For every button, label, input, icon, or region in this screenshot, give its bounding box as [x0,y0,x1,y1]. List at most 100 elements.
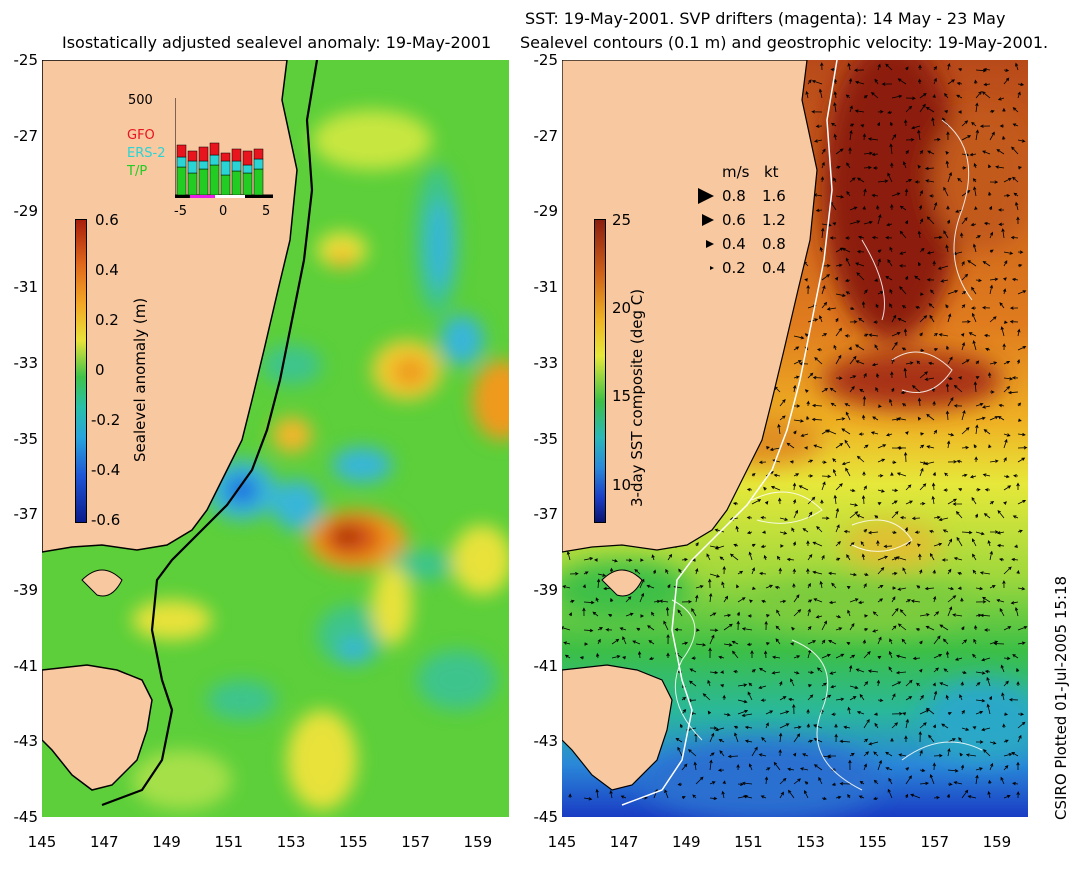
velocity-vector [947,538,952,547]
velocity-vector [972,553,977,561]
velocity-vector [933,429,938,435]
velocity-vector [619,627,627,631]
inset-ymax-label: 500 [128,93,153,108]
velocity-vector [691,608,697,617]
y-tick-label: -43 [533,732,559,751]
velocity-vector [891,681,902,687]
velocity-vector [969,475,977,479]
velocity-vector [858,795,865,799]
inset-bar [253,148,264,160]
velocity-vector [719,750,725,757]
velocity-vector [863,572,869,577]
velocity-vector [804,333,809,337]
velocity-vector [984,628,990,632]
velocity-vector [1015,201,1019,211]
velocity-vector [849,129,853,141]
velocity-vector [933,137,941,142]
tasmania-land-right [562,664,673,791]
velocity-vector [933,667,939,673]
velocity-vector [961,670,967,675]
velocity-vector [720,684,725,688]
velocity-vector [998,222,1005,226]
velocity-vector [927,150,935,155]
velocity-vector [956,81,963,86]
velocity-vector [918,731,922,743]
velocity-vector [807,372,814,379]
velocity-kt-value: 0.8 [762,235,786,253]
velocity-vector [569,572,579,576]
velocity-vector [681,763,688,771]
velocity-vector [821,223,832,227]
velocity-vector [732,502,739,506]
velocity-vector [889,143,893,155]
velocity-vector [874,344,879,351]
velocity-vector [941,558,948,562]
velocity-vector [985,347,991,352]
velocity-vector [736,764,740,771]
velocity-vector [831,712,837,716]
velocity-vector [903,451,908,463]
sst-colorbar-tick: 10 [612,475,632,494]
velocity-vector [1003,474,1010,479]
velocity-vector [1002,107,1006,113]
velocity-vector [863,165,872,170]
velocity-legend: m/s kt 0.8 1.6 0.6 1.2 0.4 0.8 0.2 0.4 [692,163,812,277]
velocity-vector [650,611,655,617]
velocity-vector [955,209,963,213]
velocity-vector [861,553,866,561]
velocity-vector [933,201,938,211]
velocity-vector [791,626,795,631]
velocity-vector [820,499,824,505]
inset-bar [176,156,187,168]
velocity-vector [877,655,882,660]
velocity-vector [647,625,655,631]
velocity-vector [681,696,687,701]
velocity-vector [902,161,907,169]
velocity-vector [829,387,837,393]
velocity-kt-value: 1.2 [762,211,786,229]
inset-bar [231,160,242,172]
velocity-vector [868,333,879,337]
velocity-vector [863,738,869,743]
velocity-vector [665,568,669,575]
velocity-vector [896,472,907,477]
velocity-vector [751,543,756,548]
velocity-vector [1007,390,1019,395]
velocity-vector [758,460,767,464]
velocity-vector [891,488,899,493]
velocity-arrow-icon [706,240,714,248]
velocity-vector [597,638,601,645]
velocity-vector [955,511,963,519]
velocity-vector [863,188,867,197]
track-count-inset [175,98,275,198]
velocity-vector [877,444,887,449]
x-tick-label: 155 [858,833,887,851]
sealevel-colorbar-tick: -0.4 [91,461,121,479]
velocity-vector [975,402,984,407]
velocity-vector [758,667,767,673]
velocity-vector [873,712,879,716]
velocity-vector [982,405,991,409]
velocity-vector [947,397,954,407]
velocity-vector [828,640,837,645]
velocity-vector [721,581,725,589]
velocity-vector [972,726,977,730]
velocity-vector [861,495,866,505]
velocity-vector [888,666,893,673]
velocity-vector [929,194,935,198]
velocity-vector [876,373,880,379]
velocity-vector [876,540,880,547]
velocity-vector [952,502,962,506]
velocity-vector [871,362,879,367]
velocity-vector [843,529,851,534]
velocity-vector [925,707,935,715]
velocity-vector [695,594,699,603]
velocity-vector [947,376,953,381]
velocity-vector [651,554,655,561]
velocity-vector [814,139,823,143]
velocity-vector [714,528,725,533]
velocity-vector [793,594,800,603]
velocity-vector [751,567,755,575]
velocity-vector [611,638,620,645]
velocity-vector [741,781,753,786]
